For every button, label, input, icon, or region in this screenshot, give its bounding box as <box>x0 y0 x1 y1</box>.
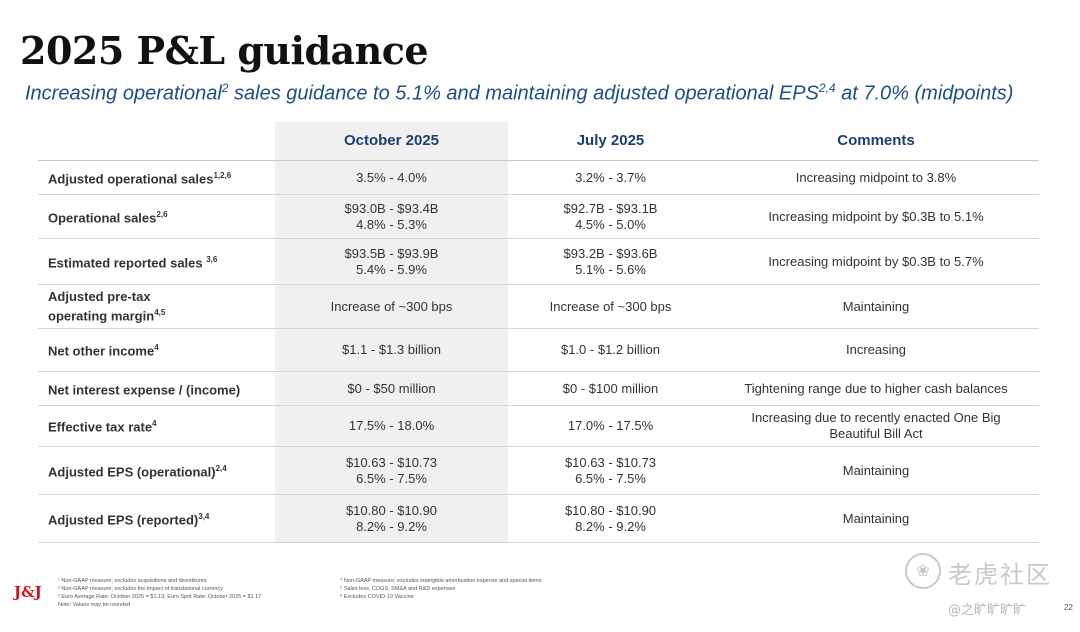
comment: Maintaining <box>842 298 910 314</box>
row-label: Operational sales2,6 <box>48 209 168 226</box>
header-october-2025: October 2025 <box>343 132 440 149</box>
table-row: Net other income4 $1.1 - $1.3 billion $1… <box>38 329 1039 372</box>
comment: Maintaining <box>842 510 910 526</box>
table-row: Adjusted pre-tax operating margin4,5 Incr… <box>38 285 1039 329</box>
watermark-text: 老虎社区 <box>948 561 1052 589</box>
row-label: Net interest expense / (income) <box>48 382 241 398</box>
tiger-logo-icon: ❀ <box>905 553 941 589</box>
october-value: $93.5B - $93.9B 5.4% - 5.9% <box>344 245 439 277</box>
table-row: Adjusted EPS (reported)3,4 $10.80 - $10.… <box>38 495 1039 543</box>
table-row: Effective tax rate4 17.5% - 18.0% 17.0% … <box>38 406 1039 447</box>
july-value: $10.63 - $10.73 6.5% - 7.5% <box>564 454 657 486</box>
october-value: 17.5% - 18.0% <box>348 418 435 433</box>
july-value: $92.7B - $93.1B 4.5% - 5.0% <box>563 200 658 232</box>
october-value: Increase of ~300 bps <box>330 298 453 314</box>
subtitle: Increasing operational2 sales guidance t… <box>25 81 1014 105</box>
row-label: Effective tax rate4 <box>48 419 157 435</box>
july-value: $1.0 - $1.2 billion <box>560 342 660 357</box>
july-value: $10.80 - $10.90 8.2% - 9.2% <box>564 502 657 534</box>
comment: Increasing due to recently enacted One B… <box>751 410 1001 441</box>
table-row: Net interest expense / (income) $0 - $50… <box>38 372 1039 406</box>
watermark-username: @之旷旷旷旷 <box>948 603 1027 618</box>
table-header: October 2025 July 2025 Comments <box>38 122 1039 161</box>
footnotes-right: ⁴ Non-GAAP measure; excludes intangible … <box>340 578 542 600</box>
comment: Increasing <box>846 342 906 357</box>
comment: Increasing midpoint by $0.3B to 5.1% <box>768 208 984 224</box>
row-label: Net other income4 <box>48 343 159 359</box>
october-value: $0 - $50 million <box>347 380 436 396</box>
july-value: 17.0% - 17.5% <box>567 418 654 433</box>
row-label: Adjusted EPS (reported)3,4 <box>48 511 210 528</box>
table-row: Operational sales2,6 $93.0B - $93.4B 4.8%… <box>38 195 1039 239</box>
jnj-logo: J&J <box>14 583 42 601</box>
page-title: 2025 P&L guidance <box>20 28 429 73</box>
october-value: $93.0B - $93.4B 4.8% - 5.3% <box>344 200 439 232</box>
footnotes-left: ¹ Non-GAAP measure; excludes acquisition… <box>58 578 262 608</box>
july-value: $0 - $100 million <box>562 380 659 396</box>
july-value: Increase of ~300 bps <box>549 298 672 314</box>
row-label: Adjusted EPS (operational)2,4 <box>48 463 227 480</box>
october-value: $1.1 - $1.3 billion <box>341 342 441 357</box>
july-value: 3.2% - 3.7% <box>575 169 646 185</box>
october-value: $10.80 - $10.90 8.2% - 9.2% <box>345 502 438 534</box>
october-value: $10.63 - $10.73 6.5% - 7.5% <box>345 454 438 486</box>
header-july-2025: July 2025 <box>576 132 645 149</box>
table-row: Estimated reported sales 3,6 $93.5B - $9… <box>38 239 1039 285</box>
page-number: 22 <box>1064 603 1073 612</box>
october-column-shading <box>275 122 508 542</box>
comment: Increasing midpoint by $0.3B to 5.7% <box>768 253 984 269</box>
row-label: Adjusted pre-tax operating margin4,5 <box>48 288 166 324</box>
header-comments: Comments <box>837 132 915 149</box>
row-label: Adjusted operational sales1,2,6 <box>48 170 232 187</box>
row-label: Estimated reported sales 3,6 <box>48 254 218 271</box>
july-value: $93.2B - $93.6B 5.1% - 5.6% <box>563 245 658 277</box>
table-row: Adjusted EPS (operational)2,4 $10.63 - $… <box>38 447 1039 495</box>
table-row: Adjusted operational sales1,2,6 3.5% - 4… <box>38 161 1039 195</box>
comment: Tightening range due to higher cash bala… <box>744 380 1008 396</box>
october-value: 3.5% - 4.0% <box>356 169 427 185</box>
comment: Maintaining <box>842 462 910 478</box>
comment: Increasing midpoint to 3.8% <box>795 169 957 185</box>
